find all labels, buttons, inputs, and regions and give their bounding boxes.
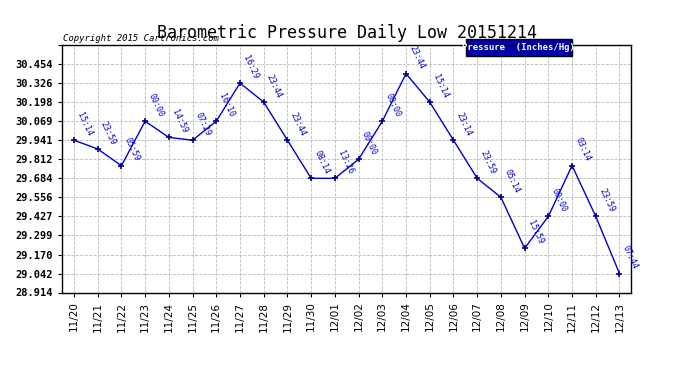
Text: 16:10: 16:10 (217, 92, 237, 118)
Text: 05:14: 05:14 (502, 168, 521, 195)
Text: 15:14: 15:14 (75, 111, 94, 137)
Text: 03:14: 03:14 (573, 136, 592, 163)
Text: 00:00: 00:00 (384, 92, 402, 118)
Text: 23:44: 23:44 (265, 73, 284, 99)
Text: 07:44: 07:44 (621, 244, 640, 271)
Text: 23:44: 23:44 (407, 44, 426, 71)
Title: Barometric Pressure Daily Low 20151214: Barometric Pressure Daily Low 20151214 (157, 24, 537, 42)
Text: 23:59: 23:59 (597, 187, 616, 214)
Text: 13:26: 13:26 (336, 149, 355, 176)
Text: 23:59: 23:59 (99, 120, 118, 146)
Text: 15:59: 15:59 (526, 219, 544, 246)
Text: 00:00: 00:00 (550, 187, 569, 214)
Text: 15:14: 15:14 (431, 73, 450, 99)
Text: 07:29: 07:29 (194, 111, 213, 137)
Text: 05:59: 05:59 (123, 136, 141, 163)
Text: 23:59: 23:59 (479, 149, 497, 176)
FancyBboxPatch shape (466, 39, 571, 56)
Text: 00:00: 00:00 (146, 92, 165, 118)
Text: 08:14: 08:14 (313, 149, 331, 176)
Text: Copyright 2015 Cartronics.com: Copyright 2015 Cartronics.com (63, 33, 219, 42)
Text: 00:00: 00:00 (360, 130, 379, 156)
Text: 16:29: 16:29 (241, 54, 260, 80)
Text: Pressure  (Inches/Hg): Pressure (Inches/Hg) (462, 43, 575, 52)
Text: 23:14: 23:14 (455, 111, 473, 137)
Text: 14:59: 14:59 (170, 108, 189, 135)
Text: 23:44: 23:44 (289, 111, 308, 137)
